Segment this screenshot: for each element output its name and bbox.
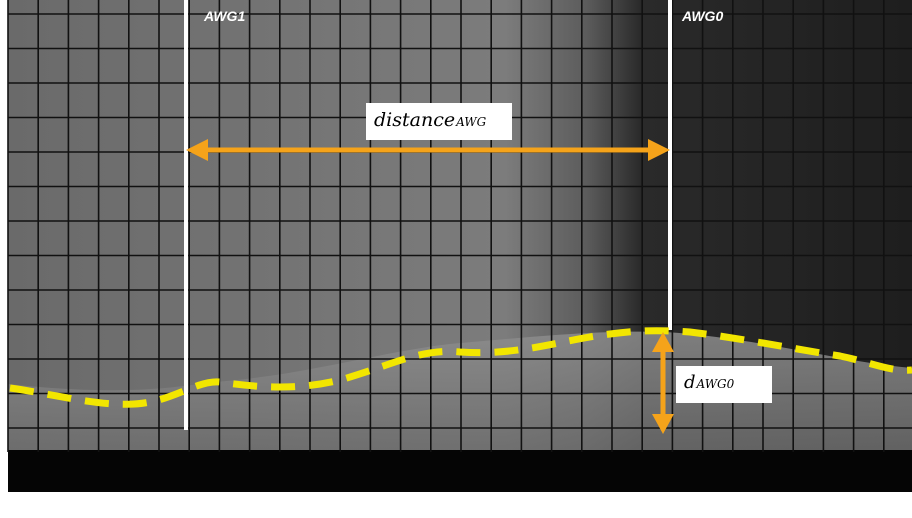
floor-edge xyxy=(0,492,912,518)
gauge-label-awg1: AWG1 xyxy=(204,8,246,24)
free-surface-trace xyxy=(9,327,912,408)
distance-label: distance AWG xyxy=(366,103,512,140)
depth-label-sub: AWG0 xyxy=(696,377,735,391)
distance-label-main: distance xyxy=(374,109,456,131)
depth-arrow xyxy=(652,332,674,434)
gauge-label-awg0: AWG0 xyxy=(682,8,724,24)
depth-label: d AWG0 xyxy=(676,366,772,403)
depth-label-main: d xyxy=(684,372,696,393)
distance-label-sub: AWG xyxy=(456,115,487,129)
distance-arrow xyxy=(186,139,670,161)
